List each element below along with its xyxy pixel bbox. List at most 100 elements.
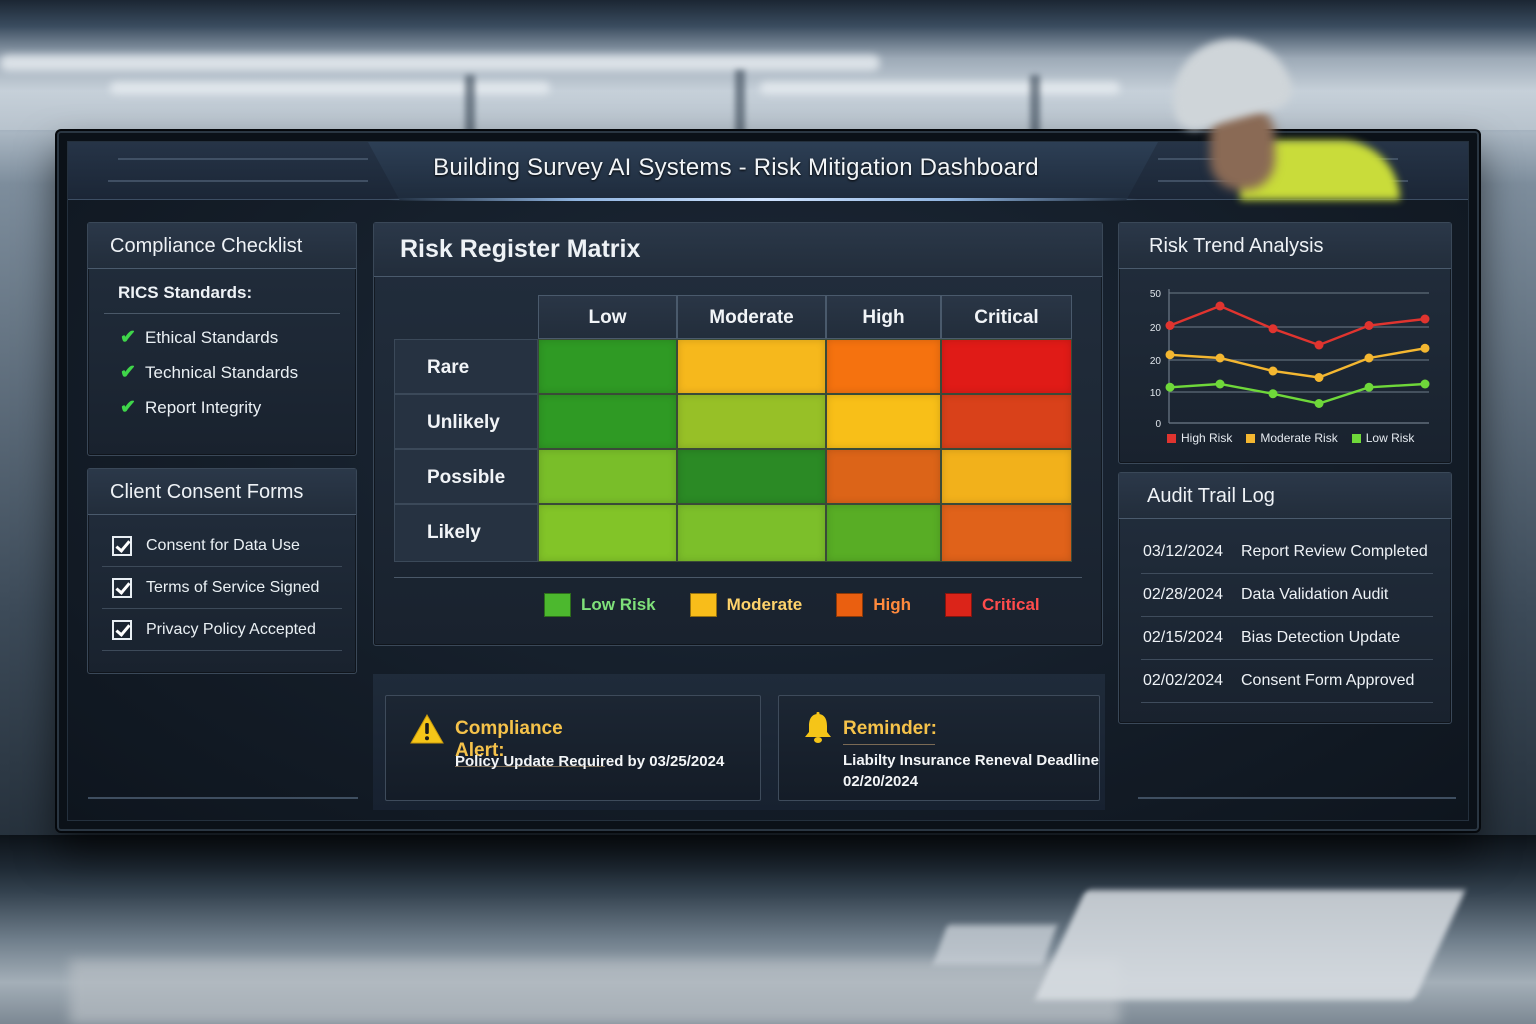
audit-entry[interactable]: 02/02/2024 Consent Form Approved (1141, 660, 1433, 703)
matrix-cell[interactable] (941, 339, 1072, 394)
matrix-cell[interactable] (677, 394, 826, 449)
alert-body-line: Liabilty Insurance Reneval Deadline (843, 752, 1099, 769)
matrix-cell[interactable] (826, 504, 941, 562)
compliance-alert-card[interactable]: Compliance Alert: Policy Update Required… (385, 695, 761, 801)
data-point[interactable] (1215, 301, 1225, 311)
consent-item[interactable]: Terms of Service Signed (102, 567, 342, 609)
legend-item-high: High (836, 593, 911, 617)
panel-title: Risk Register Matrix (374, 223, 1102, 277)
matrix-cell[interactable] (538, 449, 677, 504)
matrix-cell[interactable] (941, 504, 1072, 562)
legend-item-moderate: Moderate (689, 593, 803, 617)
checklist-item-label: Report Integrity (145, 397, 262, 417)
data-point[interactable] (1165, 382, 1175, 392)
audit-entry[interactable]: 02/28/2024 Data Validation Audit (1141, 574, 1433, 617)
legend-swatch-icon (544, 593, 571, 617)
audit-trail-panel: Audit Trail Log 03/12/2024 Report Review… (1118, 472, 1452, 724)
matrix-legend: Low Risk Moderate High Critical (544, 593, 1040, 617)
matrix-cell[interactable] (677, 449, 826, 504)
data-point[interactable] (1215, 379, 1225, 389)
compliance-checklist-panel: Compliance Checklist RICS Standards: ✔ E… (87, 222, 357, 456)
data-point[interactable] (1165, 321, 1175, 330)
page-title: Building Survey AI Systems - Risk Mitiga… (433, 154, 1039, 181)
legend-swatch-icon (1351, 434, 1361, 444)
audit-entry[interactable]: 02/15/2024 Bias Detection Update (1141, 617, 1433, 660)
audit-event: Report Review Completed (1241, 543, 1428, 560)
panel-title: Risk Trend Analysis (1119, 223, 1451, 269)
checklist-item-label: Ethical Standards (145, 327, 279, 347)
data-point[interactable] (1268, 324, 1278, 334)
y-tick-label: 20 (1150, 323, 1162, 334)
header-decor-line (108, 180, 368, 182)
y-tick-label: 10 (1150, 388, 1162, 399)
consent-item-label: Terms of Service Signed (146, 578, 320, 596)
legend-swatch-icon (944, 593, 972, 617)
matrix-cell[interactable] (826, 339, 941, 394)
matrix-cell[interactable] (941, 449, 1072, 504)
data-point[interactable] (1364, 321, 1374, 330)
risk-trend-panel: Risk Trend Analysis 50 20 20 10 0 High Risk … (1118, 222, 1452, 464)
data-point[interactable] (1420, 314, 1430, 324)
matrix-cell[interactable] (941, 394, 1072, 449)
panel-title: Audit Trail Log (1119, 473, 1451, 519)
reminder-card[interactable]: Reminder: Liabilty Insurance Reneval Dea… (778, 695, 1100, 801)
matrix-cell[interactable] (538, 504, 677, 562)
data-point[interactable] (1165, 350, 1175, 360)
alert-body: Liabilty Insurance Reneval Deadline 02/2… (843, 750, 1099, 792)
footer-decor-line (1138, 797, 1456, 799)
data-point[interactable] (1364, 382, 1374, 392)
chart-legend: High Risk Moderate Risk Low Risk (1167, 431, 1414, 445)
legend-label: Moderate (726, 595, 803, 614)
consent-item[interactable]: Privacy Policy Accepted (102, 609, 342, 651)
checkbox-checked-icon[interactable] (112, 577, 132, 598)
matrix-cell[interactable] (677, 339, 826, 394)
matrix-cell[interactable] (826, 394, 941, 449)
legend-swatch-icon (1167, 434, 1176, 444)
data-point[interactable] (1215, 353, 1225, 363)
matrix-cell[interactable] (677, 504, 826, 562)
data-point[interactable] (1268, 389, 1278, 399)
checklist-item: ✔ Technical Standards (88, 355, 356, 390)
background-pillar (1030, 75, 1040, 135)
legend-item-low: Low Risk (544, 593, 656, 617)
consent-item[interactable]: Consent for Data Use (102, 525, 342, 567)
legend-label: Low Risk (581, 595, 656, 614)
data-point[interactable] (1420, 379, 1430, 389)
data-point[interactable] (1314, 399, 1324, 408)
checkbox-checked-icon[interactable] (112, 535, 132, 556)
data-point[interactable] (1364, 353, 1374, 363)
checkmark-icon: ✔ (120, 327, 136, 348)
audit-entry[interactable]: 03/12/2024 Report Review Completed (1141, 531, 1433, 574)
alert-title: Compliance Alert: (455, 718, 605, 767)
y-tick-label: 50 (1150, 289, 1162, 300)
audit-event: Consent Form Approved (1241, 672, 1415, 689)
risk-register-panel: Risk Register Matrix Low Moderate High C… (373, 222, 1103, 646)
background-desk (70, 960, 1120, 1024)
audit-event: Data Validation Audit (1241, 586, 1389, 603)
data-point[interactable] (1268, 366, 1278, 376)
checkbox-checked-icon[interactable] (112, 619, 132, 640)
checklist-item: ✔ Report Integrity (88, 390, 356, 425)
header-decor-line (118, 158, 368, 160)
matrix-cell[interactable] (538, 339, 677, 394)
checkmark-icon: ✔ (120, 362, 136, 383)
legend-swatch-icon (689, 593, 717, 617)
background-papers (1034, 890, 1466, 1000)
y-tick-label: 0 (1155, 419, 1161, 430)
alert-body-line: 02/20/2024 (843, 773, 919, 790)
data-point[interactable] (1420, 343, 1430, 353)
matrix-row-label: Likely (394, 504, 538, 562)
checklist-item-label: Technical Standards (145, 362, 299, 382)
y-tick-label: 20 (1150, 356, 1162, 367)
chart-legend-item: Low Risk (1351, 431, 1414, 445)
dashboard-screen: Building Survey AI Systems - Risk Mitiga… (67, 141, 1469, 821)
warning-icon (410, 714, 444, 744)
consent-item-label: Privacy Policy Accepted (146, 620, 316, 638)
data-point[interactable] (1314, 373, 1324, 382)
matrix-cell[interactable] (538, 394, 677, 449)
series-line (1169, 382, 1426, 405)
background-pillar (465, 75, 475, 135)
alert-body: Policy Update Required by 03/25/2024 (455, 753, 725, 770)
data-point[interactable] (1314, 340, 1324, 350)
matrix-cell[interactable] (826, 449, 941, 504)
